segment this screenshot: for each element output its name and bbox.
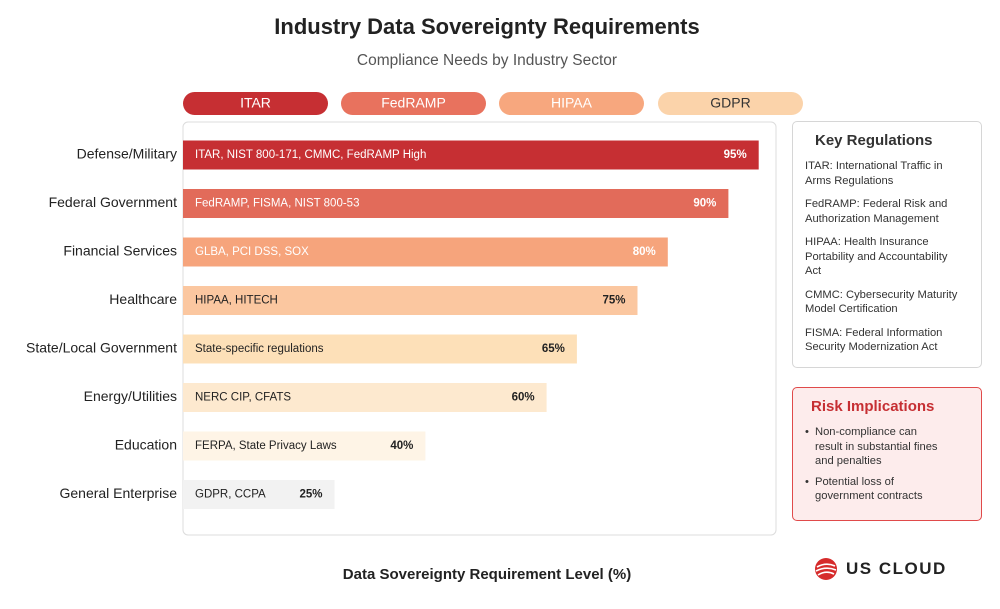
bar (183, 383, 547, 412)
bar-label: HIPAA, HITECH (195, 295, 278, 307)
legend-swatch (341, 92, 486, 115)
y-tick-label: Financial Services (63, 243, 177, 259)
panel-title: Risk Implications (811, 398, 935, 415)
legend-swatch (499, 92, 644, 115)
panel-item: FISMA: Federal Information Security Mode… (805, 326, 943, 354)
panel-item: CMMC: Cybersecurity Maturity Model Certi… (805, 288, 958, 316)
bar-label: GDPR, CCPA (195, 489, 266, 501)
panel-item: FedRAMP: Federal Risk and Authorization … (805, 198, 948, 225)
bar-label: FedRAMP, FISMA, NIST 800-53 (195, 198, 359, 210)
value-label: 60% (512, 392, 535, 404)
bar (183, 431, 426, 461)
value-label: 65% (542, 343, 565, 355)
bar-label: FERPA, State Privacy Laws (195, 440, 337, 452)
logo: US CLOUD (814, 555, 947, 583)
value-label: 25% (299, 489, 322, 501)
value-label: 75% (602, 295, 625, 307)
x-axis-title: Data Sovereignty Requirement Level (%) (343, 566, 631, 583)
y-tick-label: Education (115, 437, 177, 453)
y-tick-label: State/Local Government (26, 340, 177, 356)
value-label: 40% (390, 440, 413, 452)
bar (183, 286, 638, 315)
bar-label: NERC CIP, CFATS (195, 392, 291, 404)
key-regulations-panel: Key Regulations ITAR: International Traf… (792, 121, 982, 368)
chart-title: Industry Data Sovereignty Requirements (274, 14, 699, 39)
bar (183, 189, 729, 218)
y-tick-label: Federal Government (49, 194, 178, 210)
bar (183, 334, 577, 364)
panel-title: Key Regulations (815, 132, 933, 149)
value-label: 80% (633, 246, 656, 258)
y-tick-label: Defense/Military (77, 146, 177, 162)
bar-label: State-specific regulations (195, 343, 324, 355)
chart-subtitle: Compliance Needs by Industry Sector (357, 52, 617, 69)
y-tick-label: General Enterprise (59, 485, 177, 501)
logo-icon (815, 558, 837, 580)
legend-label: GDPR (710, 95, 750, 111)
legend-label: ITAR (240, 95, 271, 111)
bar (183, 140, 759, 170)
bar-label: GLBA, PCI DSS, SOX (195, 246, 309, 258)
panel-item: HIPAA: Health Insurance Portability and … (805, 236, 948, 277)
bar (183, 237, 668, 267)
panel-item: ITAR: International Traffic in Arms Regu… (805, 160, 943, 187)
panel-item: Potential loss of government contracts (805, 475, 945, 504)
panel-item: Non-compliance can result in substantial… (805, 425, 945, 469)
value-label: 90% (693, 198, 716, 210)
plot-area (182, 121, 777, 536)
legend-label: HIPAA (551, 95, 593, 111)
legend-swatch (183, 92, 328, 115)
logo-text: US CLOUD (846, 559, 947, 578)
bar-label: ITAR, NIST 800-171, CMMC, FedRAMP High (195, 149, 426, 161)
y-tick-label: Healthcare (109, 291, 177, 307)
risk-panel: Risk Implications Non-compliance can res… (792, 387, 982, 521)
y-tick-label: Energy/Utilities (84, 388, 177, 404)
value-label: 95% (724, 149, 747, 161)
legend-swatch (658, 92, 803, 115)
legend-label: FedRAMP (381, 95, 446, 111)
bar (183, 480, 335, 509)
